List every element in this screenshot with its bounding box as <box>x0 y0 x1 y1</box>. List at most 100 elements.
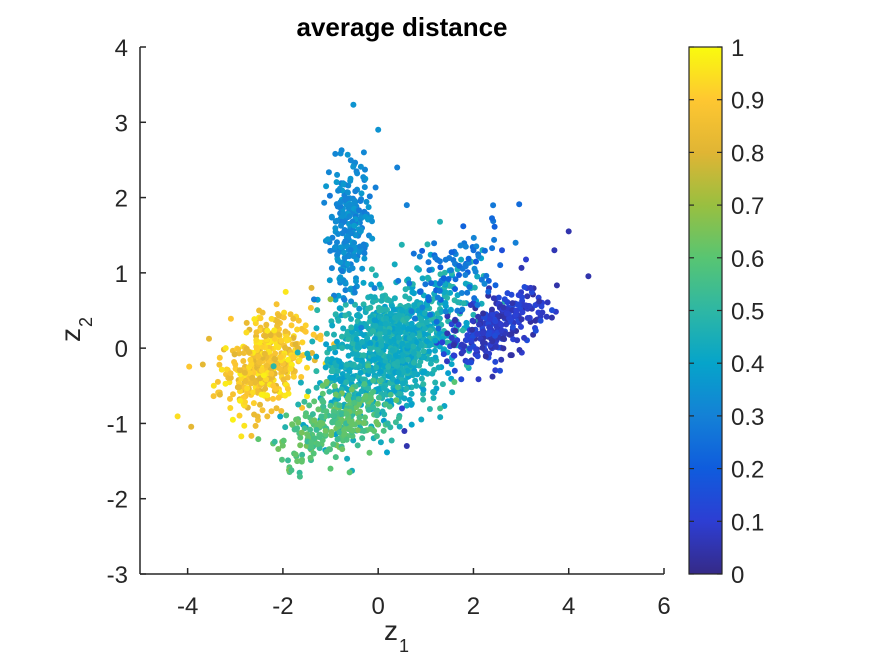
y-tick-label: 3 <box>115 110 128 137</box>
scatter-point <box>230 391 236 398</box>
scatter-point <box>268 408 275 415</box>
scatter-point <box>371 356 378 363</box>
scatter-point <box>411 315 418 322</box>
scatter-point <box>379 293 386 300</box>
scatter-point <box>313 325 320 332</box>
scatter-point <box>348 230 355 237</box>
scatter-point <box>467 302 474 308</box>
scatter-point <box>380 427 387 434</box>
scatter-point <box>280 314 287 321</box>
scatter-point <box>309 338 316 345</box>
scatter-point <box>292 451 299 458</box>
scatter-point <box>418 342 425 349</box>
scatter-point <box>284 385 291 392</box>
scatter-point <box>371 294 378 301</box>
scatter-point <box>289 421 296 428</box>
scatter-point <box>319 397 325 403</box>
scatter-point <box>332 454 339 461</box>
scatter-point <box>307 304 314 311</box>
y-tick-label: 0 <box>115 336 128 363</box>
scatter-point <box>462 272 469 278</box>
scatter-point <box>323 330 330 337</box>
scatter-point <box>247 370 253 377</box>
colorbar-ticks: 1 0.9 0.8 0.7 0.6 0.5 0.4 0.3 0.2 0.1 0 <box>689 35 764 589</box>
scatter-point <box>277 413 284 420</box>
scatter-point <box>337 277 344 284</box>
scatter-point <box>248 380 254 387</box>
scatter-point <box>388 437 395 444</box>
scatter-point <box>474 302 481 308</box>
scatter-point <box>258 391 265 398</box>
scatter-point <box>355 396 362 402</box>
scatter-point <box>448 361 455 368</box>
scatter-point <box>342 287 349 294</box>
scatter-point <box>377 377 384 384</box>
scatter-point <box>393 397 400 404</box>
scatter-point <box>455 299 461 306</box>
scatter-point <box>295 317 302 324</box>
scatter-point <box>216 354 223 361</box>
scatter-point <box>524 293 531 300</box>
scatter-point <box>475 376 482 383</box>
scatter-point <box>294 326 301 333</box>
scatter-point <box>416 253 423 260</box>
scatter-point <box>394 164 401 171</box>
scatter-point <box>492 367 499 374</box>
scatter-point <box>403 385 410 392</box>
x-axis-label-main: z <box>384 615 398 646</box>
scatter-point <box>335 292 342 299</box>
scatter-point <box>498 327 505 334</box>
scatter-point <box>475 253 482 260</box>
scatter-point <box>450 342 457 349</box>
scatter-point <box>304 364 310 371</box>
scatter-point <box>480 330 486 337</box>
scatter-point <box>372 272 379 279</box>
scatter-point <box>307 454 314 461</box>
scatter-point <box>410 250 417 257</box>
scatter-point <box>377 330 383 337</box>
scatter-point <box>427 311 434 318</box>
scatter-point <box>377 439 384 446</box>
scatter-point <box>253 337 260 344</box>
scatter-point <box>408 320 415 327</box>
scatter-point <box>419 247 426 254</box>
scatter-point <box>523 256 529 263</box>
scatter-point <box>283 412 290 419</box>
scatter-point <box>235 384 242 391</box>
scatter-point <box>473 346 480 353</box>
scatter-point <box>352 188 359 195</box>
scatter-point <box>403 443 410 449</box>
scatter-point <box>242 378 249 385</box>
scatter-point <box>405 325 411 332</box>
scatter-points <box>174 101 592 480</box>
scatter-point <box>351 239 358 246</box>
scatter-point <box>437 264 444 271</box>
colorbar-tick-label: 0.3 <box>731 404 764 431</box>
scatter-point <box>368 266 375 273</box>
scatter-point <box>395 334 402 341</box>
scatter-point <box>332 349 339 356</box>
scatter-point <box>331 244 338 251</box>
scatter-point <box>504 299 511 306</box>
scatter-point <box>333 362 340 369</box>
scatter-point <box>328 429 335 435</box>
scatter-point <box>287 311 294 318</box>
colorbar-tick-label: 0.2 <box>731 457 764 484</box>
scatter-point <box>427 360 434 367</box>
scatter-point <box>551 247 558 254</box>
scatter-point <box>255 353 262 360</box>
scatter-point <box>342 301 349 308</box>
scatter-point <box>310 450 317 457</box>
scatter-point <box>418 317 425 324</box>
scatter-point <box>401 395 408 402</box>
scatter-point <box>329 412 336 419</box>
scatter-point <box>322 427 329 434</box>
scatter-point <box>408 421 415 428</box>
scatter-point <box>365 363 372 370</box>
scatter-point <box>346 469 353 476</box>
scatter-point <box>327 465 334 472</box>
scatter-point <box>399 307 405 314</box>
scatter-point <box>348 361 355 368</box>
scatter-point <box>440 351 447 358</box>
scatter-point <box>376 281 383 288</box>
